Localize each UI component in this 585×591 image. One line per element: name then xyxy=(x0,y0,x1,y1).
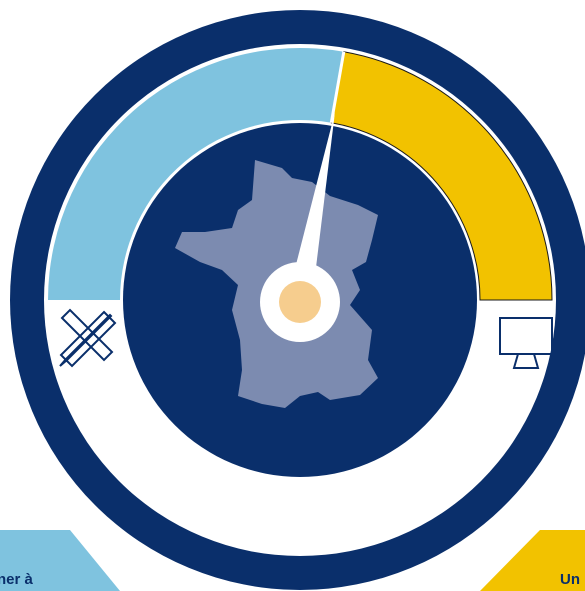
monitor-icon xyxy=(499,317,553,369)
design-icon xyxy=(59,308,117,368)
left-tab xyxy=(0,530,120,591)
segment-divider xyxy=(329,51,346,123)
yellow-segment xyxy=(330,51,553,301)
hub-center xyxy=(279,281,321,323)
right-label: Un xyxy=(560,571,580,588)
left-label: ner à xyxy=(0,571,34,588)
blue-segment xyxy=(47,47,344,300)
right-tab xyxy=(480,530,585,591)
needle xyxy=(288,112,335,300)
